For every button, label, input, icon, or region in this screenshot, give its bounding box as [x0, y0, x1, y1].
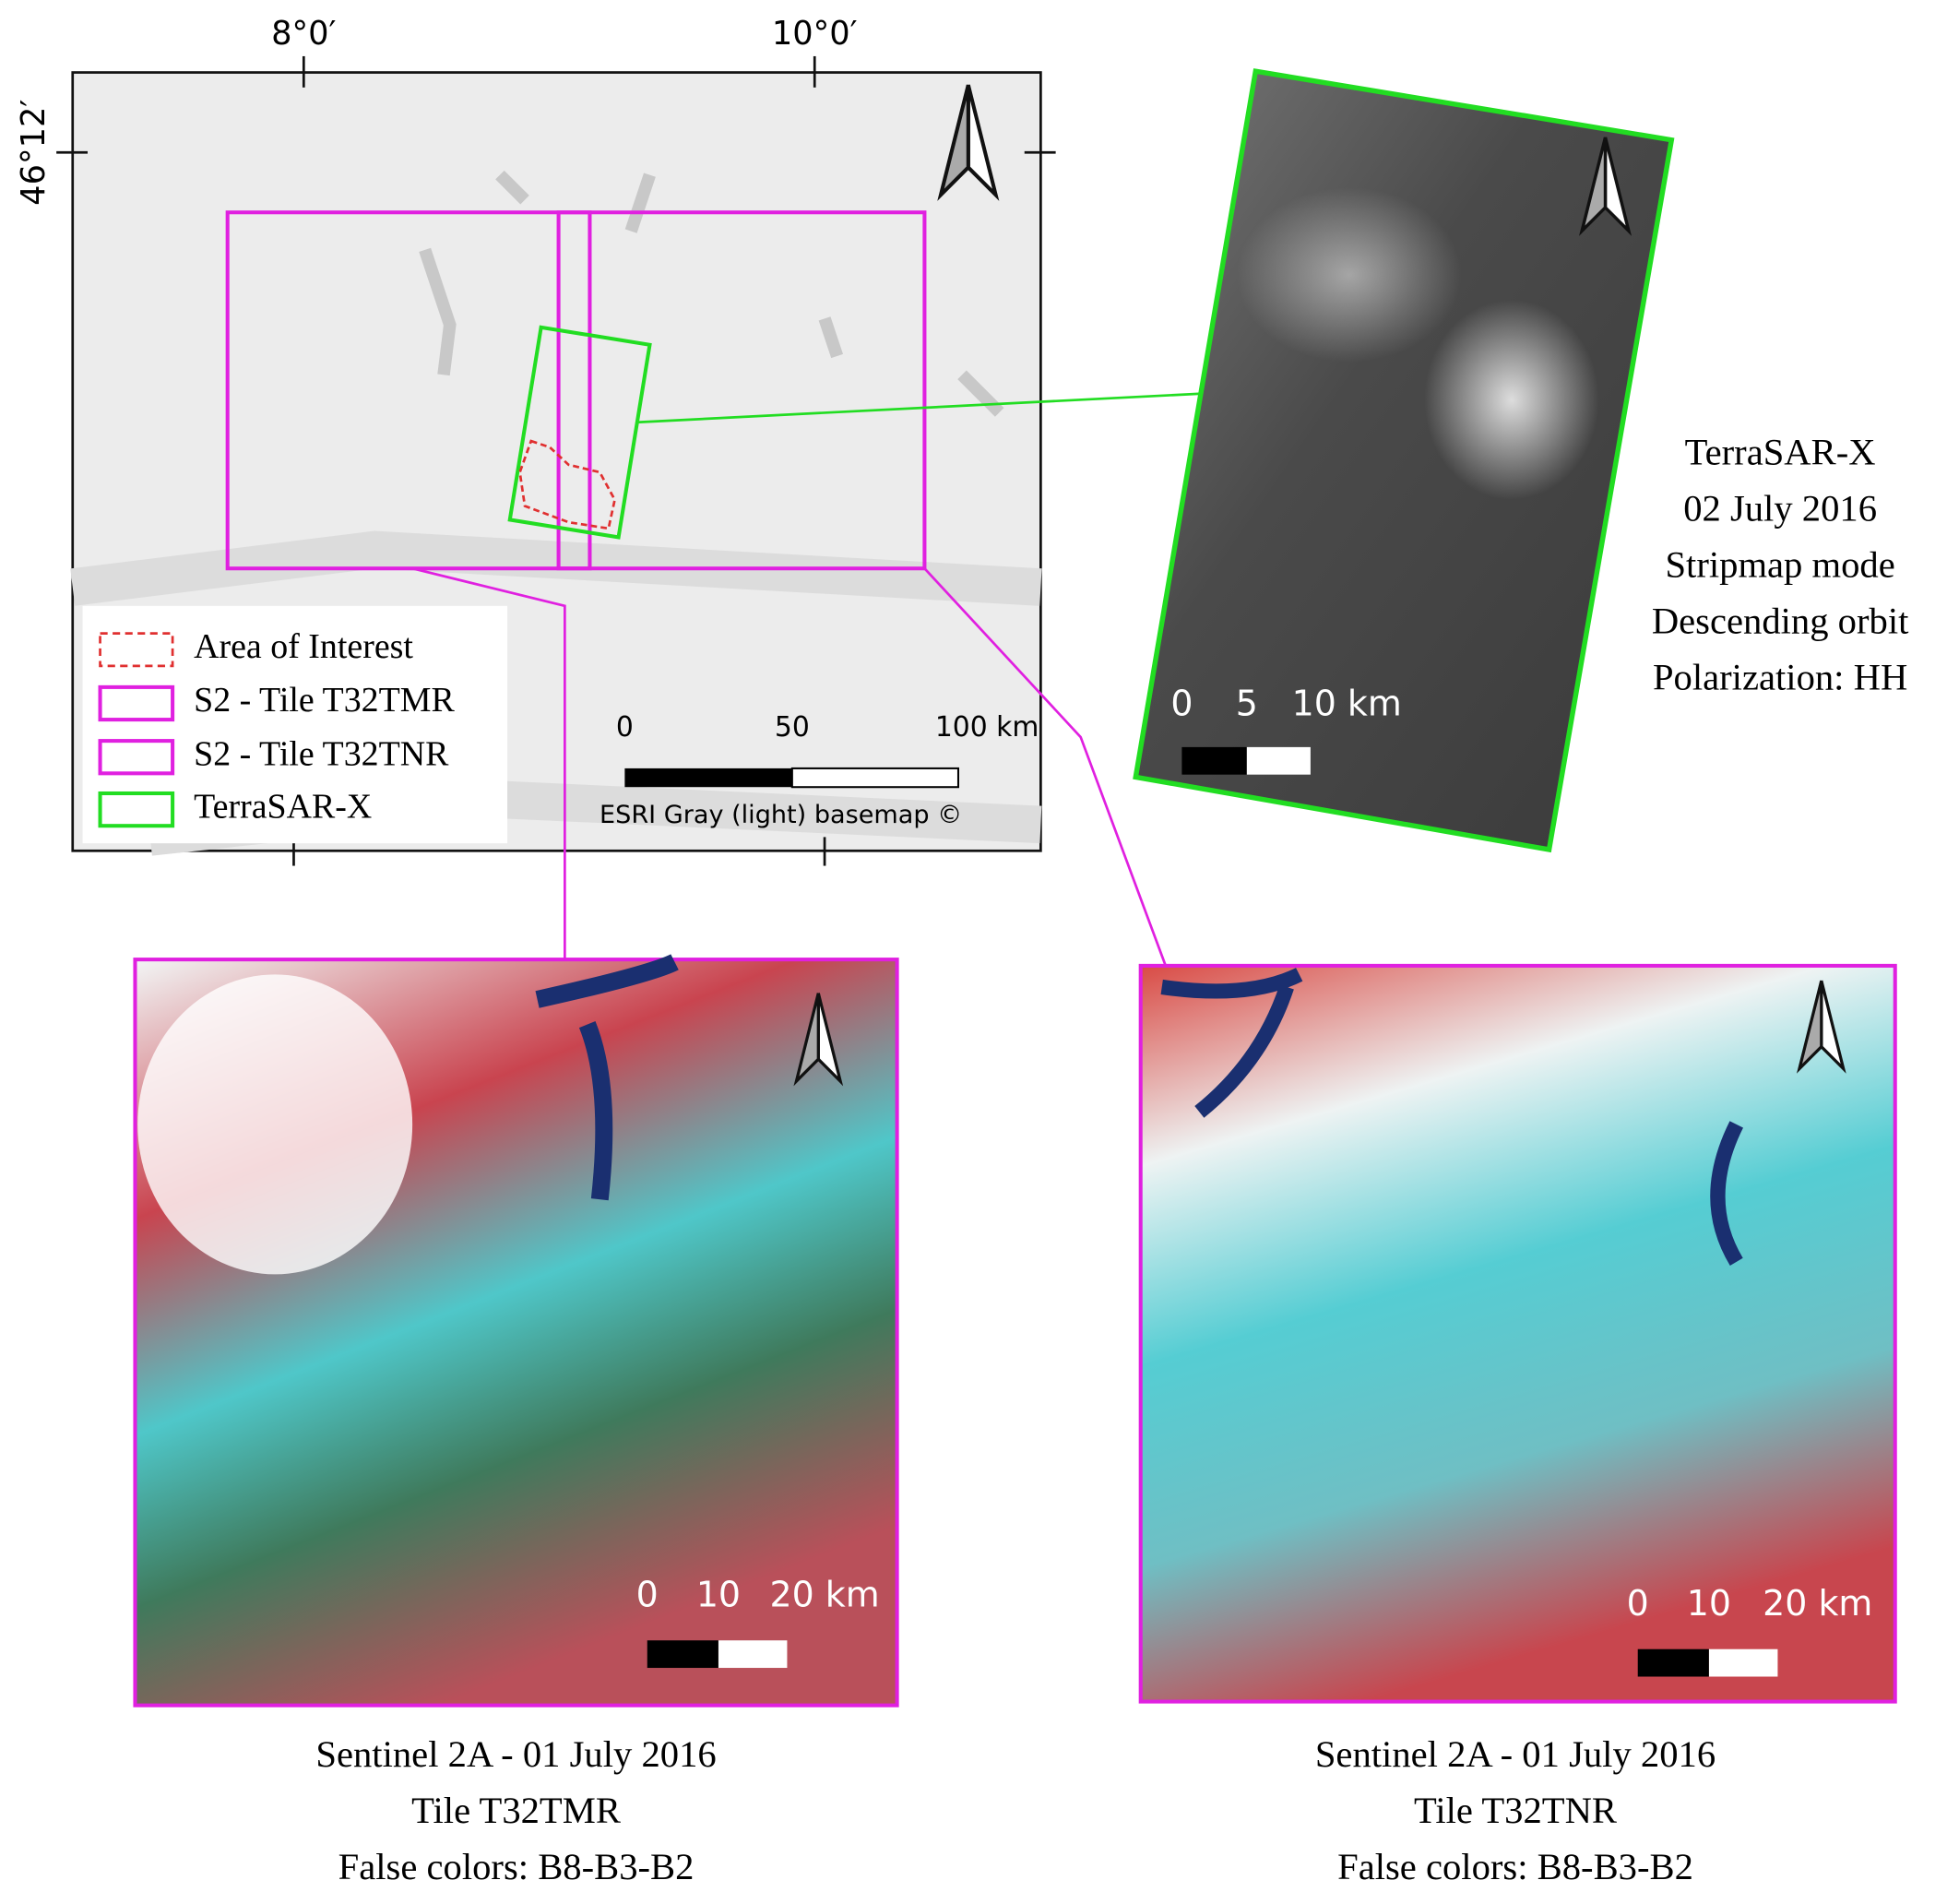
- s2-scene: [1138, 963, 1897, 1704]
- legend-label: S2 - Tile T32TMR: [194, 681, 455, 720]
- scale-bar: [1181, 746, 1247, 775]
- legend-swatch: [98, 684, 175, 722]
- caption-line: TerraSAR-X: [1685, 432, 1876, 473]
- scale-bar: [1246, 746, 1311, 775]
- caption-line: Tile T32TNR: [1414, 1790, 1618, 1831]
- connector: [923, 567, 1168, 967]
- legend-swatch: [98, 739, 175, 776]
- legend-swatch: [99, 632, 174, 668]
- legend-label: S2 - Tile T32TNR: [194, 734, 449, 773]
- lake: [535, 954, 679, 1201]
- sentinel-tmr-caption: Sentinel 2A - 01 July 2016 Tile T32TMR F…: [315, 1733, 716, 1887]
- caption-line: Polarization: HH: [1653, 656, 1907, 697]
- caption-line: False colors: B8-B3-B2: [1337, 1846, 1693, 1887]
- caption-line: Stripmap mode: [1665, 544, 1894, 586]
- legend-swatch: [98, 791, 175, 828]
- caption-line: Tile T32TMR: [411, 1790, 622, 1831]
- area-of-interest: [518, 439, 616, 530]
- caption-line: Sentinel 2A - 01 July 2016: [1315, 1733, 1716, 1775]
- scale-label: 10 km: [1292, 684, 1402, 724]
- scale-label: 10: [1687, 1583, 1731, 1624]
- caption-line: 02 July 2016: [1683, 488, 1877, 530]
- attribution: ESRI Gray (light) basemap ©: [600, 801, 962, 829]
- urban-area: [1236, 187, 1462, 363]
- scale-label: 20 km: [769, 1574, 879, 1614]
- scale-bar: [1708, 1648, 1778, 1677]
- terrasar-caption: TerraSAR-X 02 July 2016 Stripmap mode De…: [1652, 432, 1909, 698]
- lakes: [419, 170, 1004, 417]
- longitude-label: 10°0′: [772, 15, 858, 53]
- urban-area: [1424, 300, 1599, 500]
- caption-line: Sentinel 2A - 01 July 2016: [315, 1733, 716, 1775]
- lake: [1160, 968, 1744, 1267]
- scale-bar: [718, 1640, 788, 1669]
- tile-t32tmr: [225, 210, 592, 571]
- scale-bar: [624, 768, 792, 788]
- caption-line: False colors: B8-B3-B2: [338, 1846, 695, 1887]
- scale-label: 100 km: [935, 711, 1039, 744]
- caption-line: Descending orbit: [1652, 600, 1909, 641]
- tile-t32tnr: [556, 210, 927, 571]
- scale-label: 50: [775, 711, 810, 744]
- scale-label: 5: [1236, 684, 1258, 724]
- scale-label: 10: [696, 1574, 741, 1614]
- legend-label: Area of Interest: [194, 627, 413, 666]
- scale-bar: [647, 1640, 718, 1669]
- terrasar-footprint: [507, 325, 652, 540]
- overview-map: 8°0′ 10°0′ 46°12′ Area of Interest S2 - …: [15, 15, 1056, 866]
- longitude-label: 8°0′: [271, 15, 336, 53]
- connector: [411, 566, 566, 960]
- graticule-ticks: [56, 55, 1056, 866]
- sentinel-tmr-image: 0 10 20 km: [133, 954, 899, 1708]
- sentinel-tnr-caption: Sentinel 2A - 01 July 2016 Tile T32TNR F…: [1315, 1733, 1716, 1887]
- scale-bar: [1637, 1648, 1709, 1677]
- scale-bar: [790, 767, 959, 789]
- legend-label: TerraSAR-X: [194, 787, 372, 826]
- scale-label: 0: [636, 1574, 659, 1614]
- legend: [82, 605, 508, 844]
- terrasar-image: 0 5 10 km: [1133, 68, 1675, 853]
- latitude-label: 46°12′: [15, 100, 53, 206]
- scale-label: 0: [1170, 684, 1193, 724]
- scale-label: 0: [1627, 1583, 1649, 1624]
- cloud-area: [137, 974, 413, 1275]
- scale-label: 20 km: [1763, 1583, 1872, 1624]
- connector: [636, 392, 1204, 424]
- sentinel-tnr-image: 0 10 20 km: [1138, 963, 1897, 1704]
- scale-label: 0: [616, 711, 634, 744]
